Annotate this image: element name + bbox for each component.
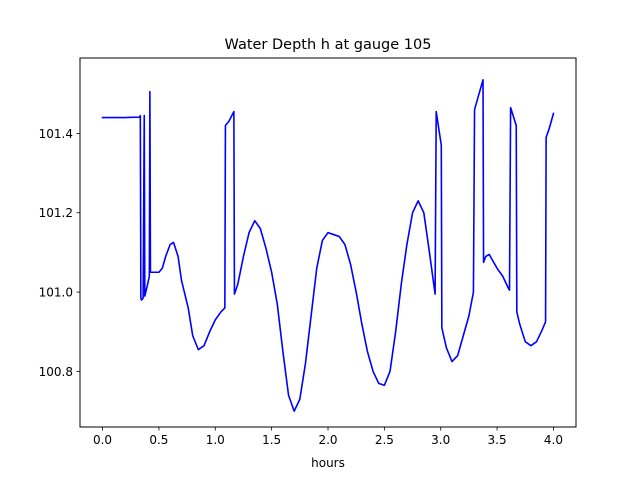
x-tick-label: 3.5: [488, 433, 507, 447]
x-tick-label: 3.0: [431, 433, 450, 447]
x-tick-label: 4.0: [544, 433, 563, 447]
x-tick-label: 2.0: [318, 433, 337, 447]
x-tick-label: 2.5: [375, 433, 394, 447]
x-axis-label: hours: [311, 456, 345, 470]
x-tick-label: 0.0: [93, 433, 112, 447]
plot-area-frame: [79, 57, 577, 428]
series-line-0: [101, 79, 555, 412]
y-tick-label: 101.0: [39, 286, 73, 300]
plot-layer: [101, 79, 555, 412]
x-tick-label: 0.5: [149, 433, 168, 447]
chart-title: Water Depth h at gauge 105: [225, 37, 432, 53]
y-tick-label: 101.2: [39, 206, 73, 220]
y-tick-label: 101.4: [39, 127, 73, 141]
x-tick-label: 1.0: [206, 433, 225, 447]
ticks-layer: 0.0 0.5 1.0 1.5 2.0 2.5 3.0 3.5 4.0 100.8 101.0 101…: [39, 127, 563, 447]
x-tick-label: 1.5: [262, 433, 281, 447]
y-tick-label: 100.8: [39, 365, 73, 379]
